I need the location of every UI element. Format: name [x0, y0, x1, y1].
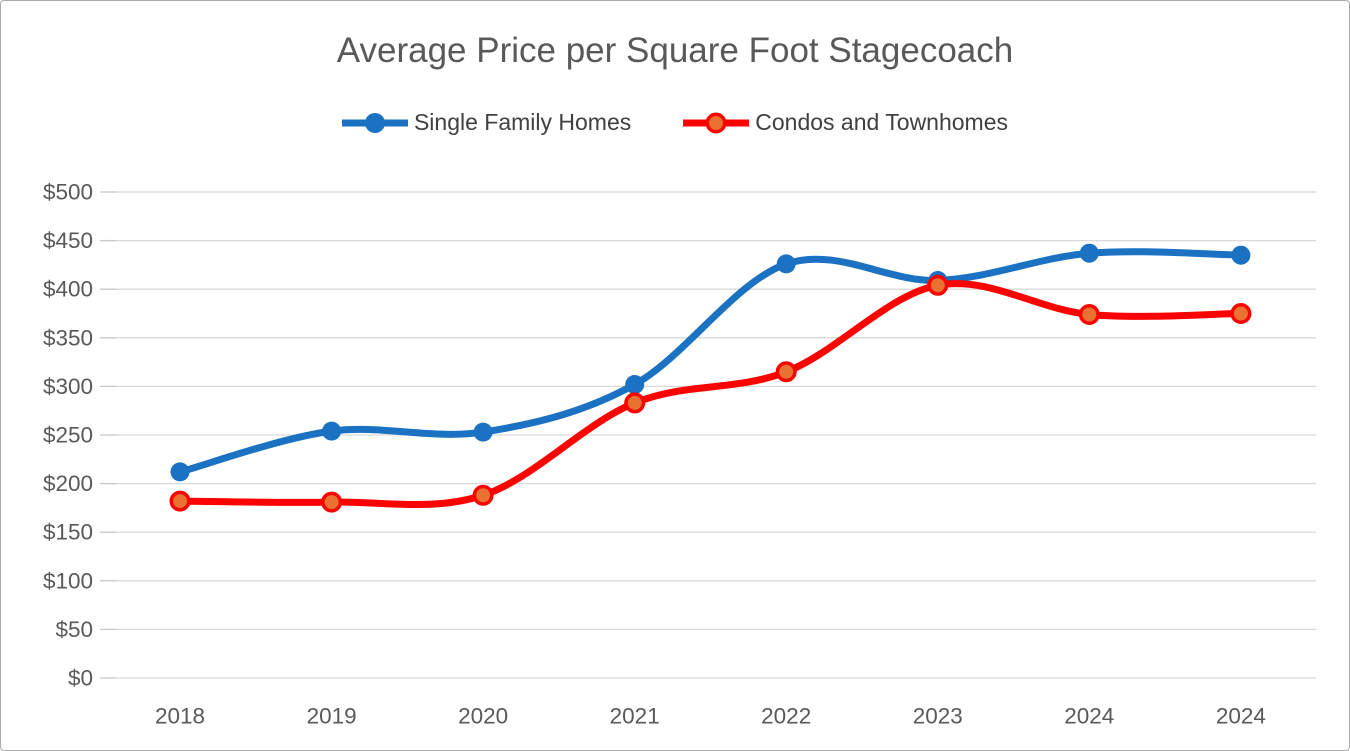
data-point-marker-condos-and-townhomes — [472, 484, 494, 506]
x-tick-label: 2020 — [458, 704, 508, 729]
data-point-marker-condos-and-townhomes — [1230, 303, 1252, 324]
y-tick-label: $400 — [43, 277, 93, 302]
data-point-marker-single-family-homes — [1231, 245, 1251, 265]
y-tick-label: $100 — [43, 568, 93, 593]
legend-marker-single-family-homes-icon — [341, 112, 408, 133]
data-point-marker-single-family-homes — [776, 254, 796, 274]
data-point-marker-condos-and-townhomes — [624, 392, 646, 414]
chart-legend: Single Family Homes Condos and Townhomes — [1, 109, 1349, 136]
x-tick-label: 2024 — [1064, 704, 1114, 729]
x-tick-label: 2018 — [155, 704, 205, 729]
x-tick-label: 2021 — [610, 704, 660, 729]
data-point-marker-condos-and-townhomes — [1078, 304, 1100, 325]
series-line-condos-and-townhomes — [176, 280, 1245, 509]
y-tick-label: $50 — [55, 617, 93, 642]
y-tick-label: $450 — [43, 228, 93, 253]
x-tick-label: 2022 — [761, 704, 811, 729]
data-point-marker-single-family-homes — [473, 422, 493, 442]
data-point-marker-condos-and-townhomes — [775, 361, 797, 383]
data-point-marker-single-family-homes — [1079, 243, 1099, 263]
y-tick-label: $500 — [43, 180, 93, 205]
y-tick-label: $350 — [43, 325, 93, 350]
data-point-marker-condos-and-townhomes — [169, 490, 191, 512]
y-tick-label: $300 — [43, 374, 93, 399]
data-point-marker-single-family-homes — [322, 421, 342, 441]
data-point-marker-single-family-homes — [170, 462, 190, 482]
y-tick-label: $150 — [43, 520, 93, 545]
x-tick-label: 2019 — [307, 704, 357, 729]
legend-label-single-family-homes: Single Family Homes — [413, 109, 632, 135]
legend-marker-condos-and-townhomes-icon — [683, 112, 750, 133]
y-tick-label: $250 — [43, 423, 93, 448]
data-point-marker-single-family-homes — [625, 375, 645, 394]
x-tick-label: 2024 — [1216, 704, 1266, 729]
series-line-single-family-homes — [176, 248, 1245, 476]
data-point-marker-condos-and-townhomes — [321, 491, 343, 513]
data-point-marker-condos-and-townhomes — [927, 274, 949, 296]
y-tick-label: $0 — [68, 666, 93, 691]
legend-item-condos-and-townhomes: Condos and Townhomes — [683, 109, 1008, 136]
x-tick-label: 2023 — [913, 704, 963, 729]
chart-title: Average Price per Square Foot Stagecoach — [336, 31, 1014, 70]
legend-item-single-family-homes: Single Family Homes — [341, 109, 632, 136]
legend-label-condos-and-townhomes: Condos and Townhomes — [755, 109, 1009, 135]
y-tick-label: $200 — [43, 471, 93, 496]
